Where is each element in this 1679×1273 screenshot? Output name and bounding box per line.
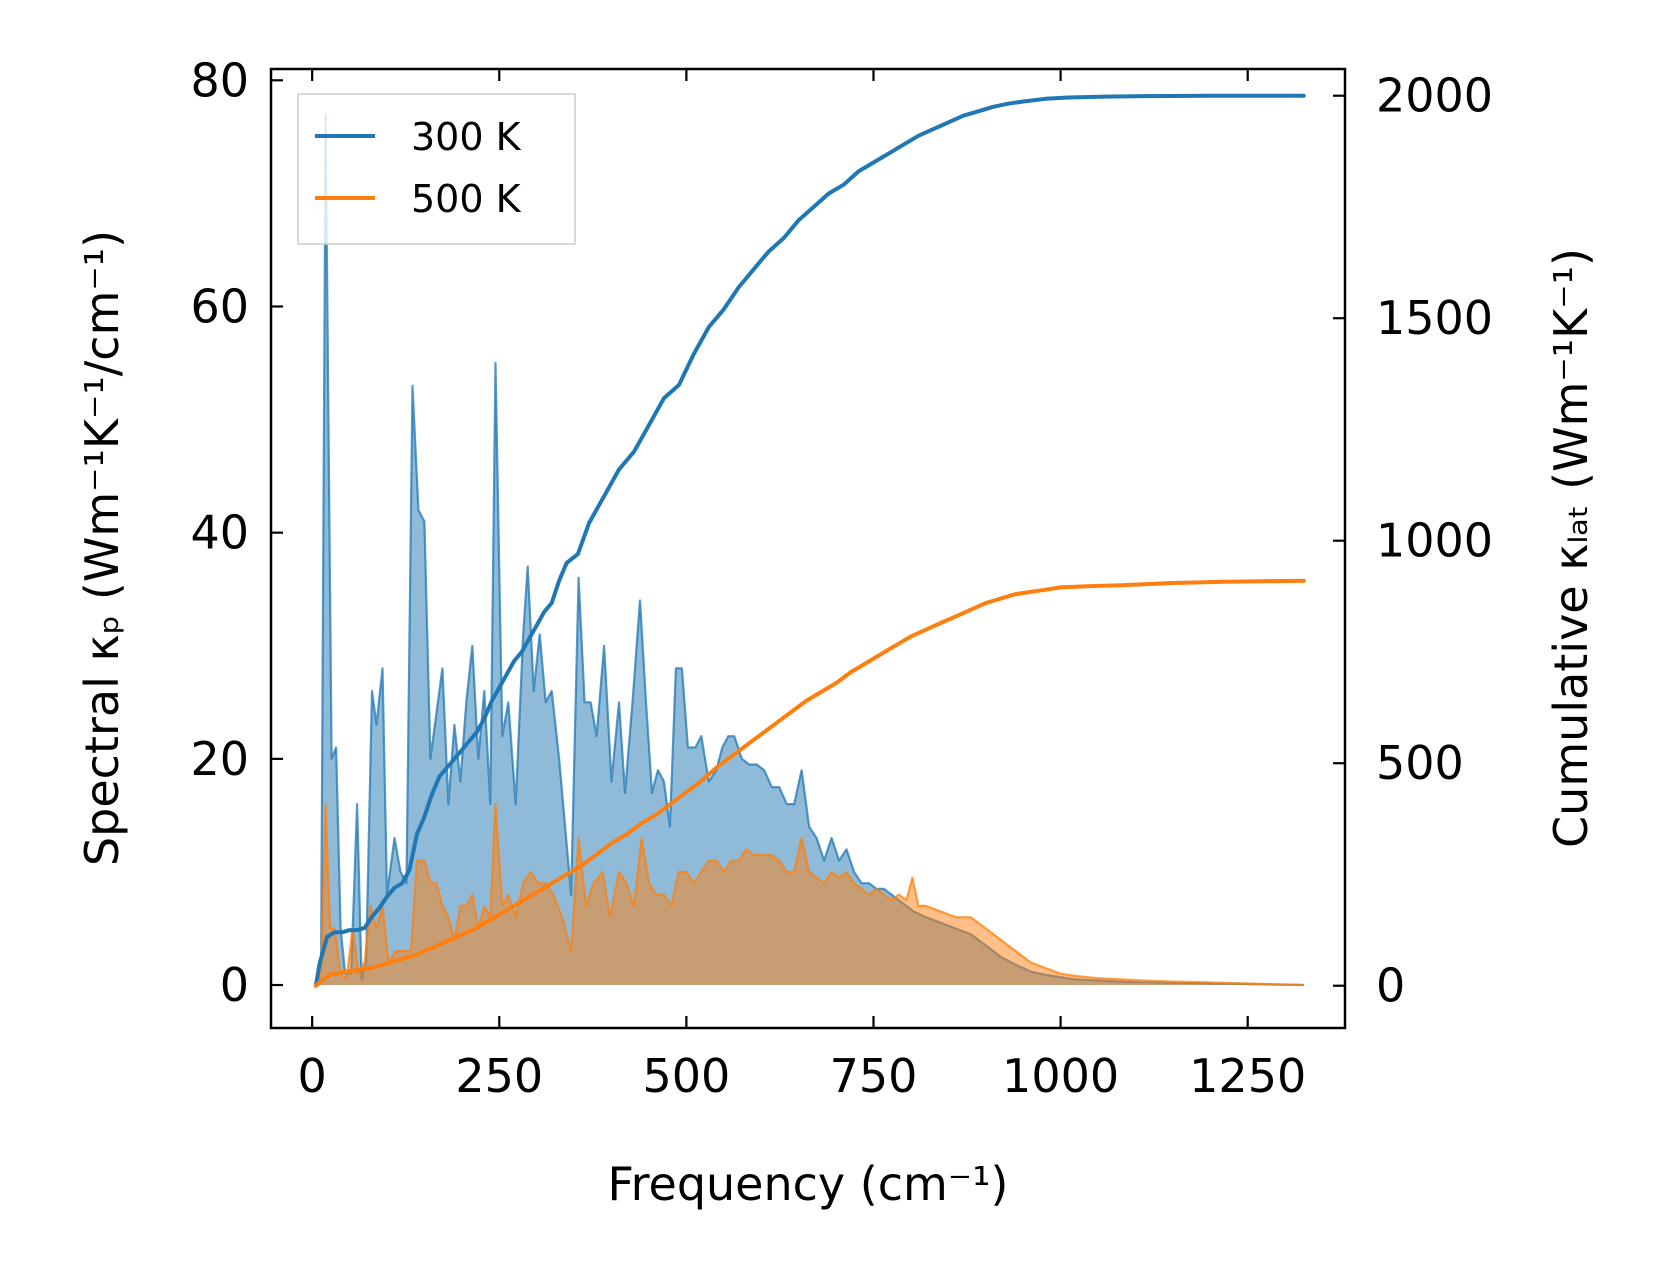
cumulative-line-500k bbox=[313, 578, 1306, 988]
legend-box bbox=[297, 93, 576, 245]
spectral-area-300k bbox=[315, 114, 1304, 985]
x-tick-label: 500 bbox=[642, 1049, 730, 1103]
legend-label-300k: 300 K bbox=[411, 115, 522, 159]
y-left-tick-label: 80 bbox=[190, 53, 249, 107]
spectral-area-500k bbox=[315, 804, 1304, 985]
legend: 300 K 500 K bbox=[297, 93, 576, 245]
y-right-tick-label: 1500 bbox=[1376, 291, 1493, 345]
x-tick-label: 0 bbox=[298, 1049, 327, 1103]
y-left-tick-label: 40 bbox=[190, 506, 249, 560]
y-left-tick-label: 60 bbox=[190, 279, 249, 333]
cumulative-line-300k bbox=[313, 93, 1306, 988]
y-right-tick-label: 0 bbox=[1376, 959, 1405, 1013]
x-tick-label: 1250 bbox=[1189, 1049, 1306, 1103]
y-left-tick-label: 0 bbox=[220, 958, 249, 1012]
plot-frame bbox=[269, 67, 1347, 1030]
x-tick-label: 250 bbox=[455, 1049, 543, 1103]
y-axis-right-label: Cumulative κₗₐₜ (Wm⁻¹K⁻¹) bbox=[1544, 248, 1598, 848]
y-right-tick-label: 500 bbox=[1376, 736, 1464, 790]
plot-area bbox=[313, 93, 1306, 988]
y-right-tick-label: 2000 bbox=[1376, 69, 1493, 123]
y-axis-left-label: Spectral κₚ (Wm⁻¹K⁻¹/cm⁻¹) bbox=[75, 230, 129, 866]
y-left-tick-label: 20 bbox=[190, 732, 249, 786]
x-tick-label: 1000 bbox=[1002, 1049, 1119, 1103]
x-axis-label: Frequency (cm⁻¹) bbox=[608, 1157, 1009, 1211]
axes-ticks: 0 250 500 750 1000 1250 0 20 40 60 80 0 500 1000 1500 2… bbox=[190, 53, 1493, 1103]
y-right-tick-label: 1000 bbox=[1376, 514, 1493, 568]
spectral-line-500k bbox=[314, 803, 1304, 987]
x-tick-label: 750 bbox=[830, 1049, 918, 1103]
legend-label-500k: 500 K bbox=[411, 177, 522, 221]
